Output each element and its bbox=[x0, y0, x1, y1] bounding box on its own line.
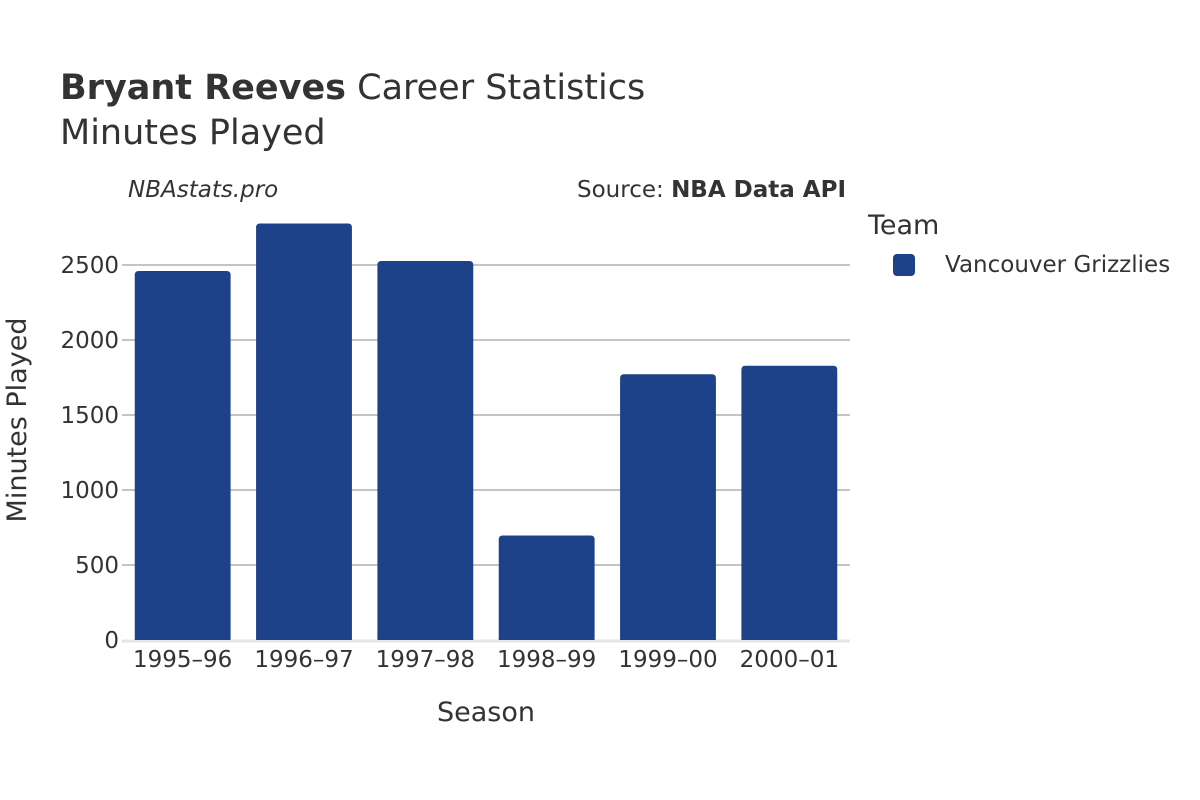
y-axis-label: Minutes Played bbox=[2, 318, 33, 523]
legend-swatch bbox=[893, 254, 915, 276]
bar-1995–96[interactable] bbox=[134, 271, 231, 640]
source-credit: Source: NBA Data API bbox=[577, 177, 846, 203]
x-tick-label: 1997–98 bbox=[376, 647, 475, 673]
x-tick-label: 1999–00 bbox=[618, 647, 717, 673]
legend-label: Vancouver Grizzlies bbox=[945, 252, 1171, 278]
bar-1999–00[interactable] bbox=[620, 374, 716, 640]
chart-subtitle: Minutes Played bbox=[60, 113, 326, 153]
x-axis-label: Season bbox=[437, 697, 535, 728]
y-tick-label: 500 bbox=[75, 553, 119, 579]
chart-title-player: Bryant Reeves bbox=[60, 68, 347, 108]
bars bbox=[134, 223, 838, 640]
source-prefix: Source: bbox=[577, 177, 672, 203]
chart-title: Bryant Reeves Career Statistics bbox=[60, 66, 645, 110]
y-tick-label: 1000 bbox=[60, 478, 119, 504]
chart-title-rest: Career Statistics bbox=[346, 68, 646, 108]
x-tick-label: 1995–96 bbox=[133, 647, 232, 673]
legend-title: Team bbox=[868, 210, 940, 241]
y-tick-labels: 0 500 1000 1500 2000 2500 bbox=[60, 253, 119, 654]
y-tick-label: 1500 bbox=[60, 403, 119, 429]
bar-1998–99[interactable] bbox=[498, 535, 595, 640]
y-tick-label: 2000 bbox=[60, 328, 119, 354]
bar-2000–01[interactable] bbox=[741, 365, 838, 640]
x-tick-label: 1996–97 bbox=[254, 647, 353, 673]
x-tick-label: 1998–99 bbox=[497, 647, 596, 673]
legend-item-vancouver-grizzlies[interactable]: Vancouver Grizzlies bbox=[893, 252, 1170, 278]
bar-1996–97[interactable] bbox=[256, 223, 352, 640]
y-tick-label: 0 bbox=[104, 628, 119, 654]
x-tick-labels: 1995–96 1996–97 1997–98 1998–99 1999–00 2000–… bbox=[133, 647, 839, 673]
watermark: NBAstats.pro bbox=[128, 177, 279, 203]
gridlines bbox=[122, 264, 850, 643]
bar-1997–98[interactable] bbox=[377, 260, 474, 640]
x-tick-label: 2000–01 bbox=[740, 647, 839, 673]
y-tick-label: 2500 bbox=[60, 253, 119, 279]
source-name: NBA Data API bbox=[671, 177, 846, 203]
